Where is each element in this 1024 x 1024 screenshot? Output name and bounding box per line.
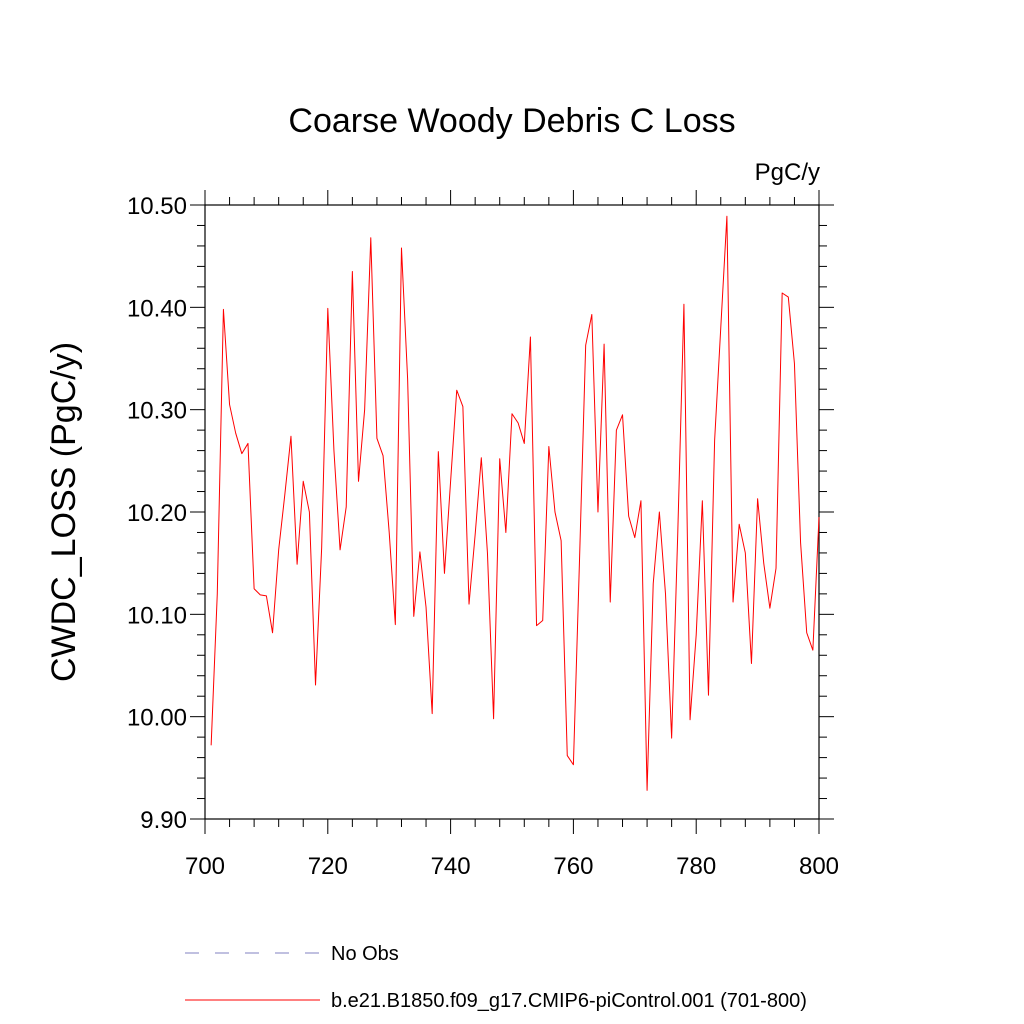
x-tick-label: 740: [431, 853, 471, 880]
y-tick-label: 10.50: [127, 193, 187, 220]
y-tick-label: 10.20: [127, 500, 187, 527]
x-tick-label: 720: [308, 853, 348, 880]
units-label: PgC/y: [755, 159, 820, 186]
plot-frame: [204, 204, 820, 820]
legend: No Obs b.e21.B1850.f09_g17.CMIP6-piContr…: [185, 943, 807, 1012]
x-tick-label: 700: [185, 853, 225, 880]
x-axis: 700 720 740 760 780 800: [185, 190, 839, 880]
x-tick-label: 800: [799, 853, 839, 880]
series-layer: [210, 215, 820, 791]
y-tick-label: 10.10: [127, 602, 187, 629]
series-line: [210, 215, 820, 791]
y-axis: 9.90 10.00 10.10 10.20 10.30 10.40 10.50: [127, 193, 834, 834]
y-tick-label: 10.30: [127, 398, 187, 425]
legend-label-control-run: b.e21.B1850.f09_g17.CMIP6-piControl.001 …: [331, 990, 807, 1012]
y-tick-label: 10.40: [127, 295, 187, 322]
y-tick-label: 9.90: [140, 807, 187, 834]
y-axis-label: CWDC_LOSS (PgC/y): [45, 342, 83, 682]
y-tick-label: 10.00: [127, 705, 187, 732]
chart-title: Coarse Woody Debris C Loss: [288, 102, 735, 140]
x-tick-label: 760: [553, 853, 593, 880]
legend-label-no-obs: No Obs: [331, 943, 399, 965]
x-tick-label: 780: [676, 853, 716, 880]
